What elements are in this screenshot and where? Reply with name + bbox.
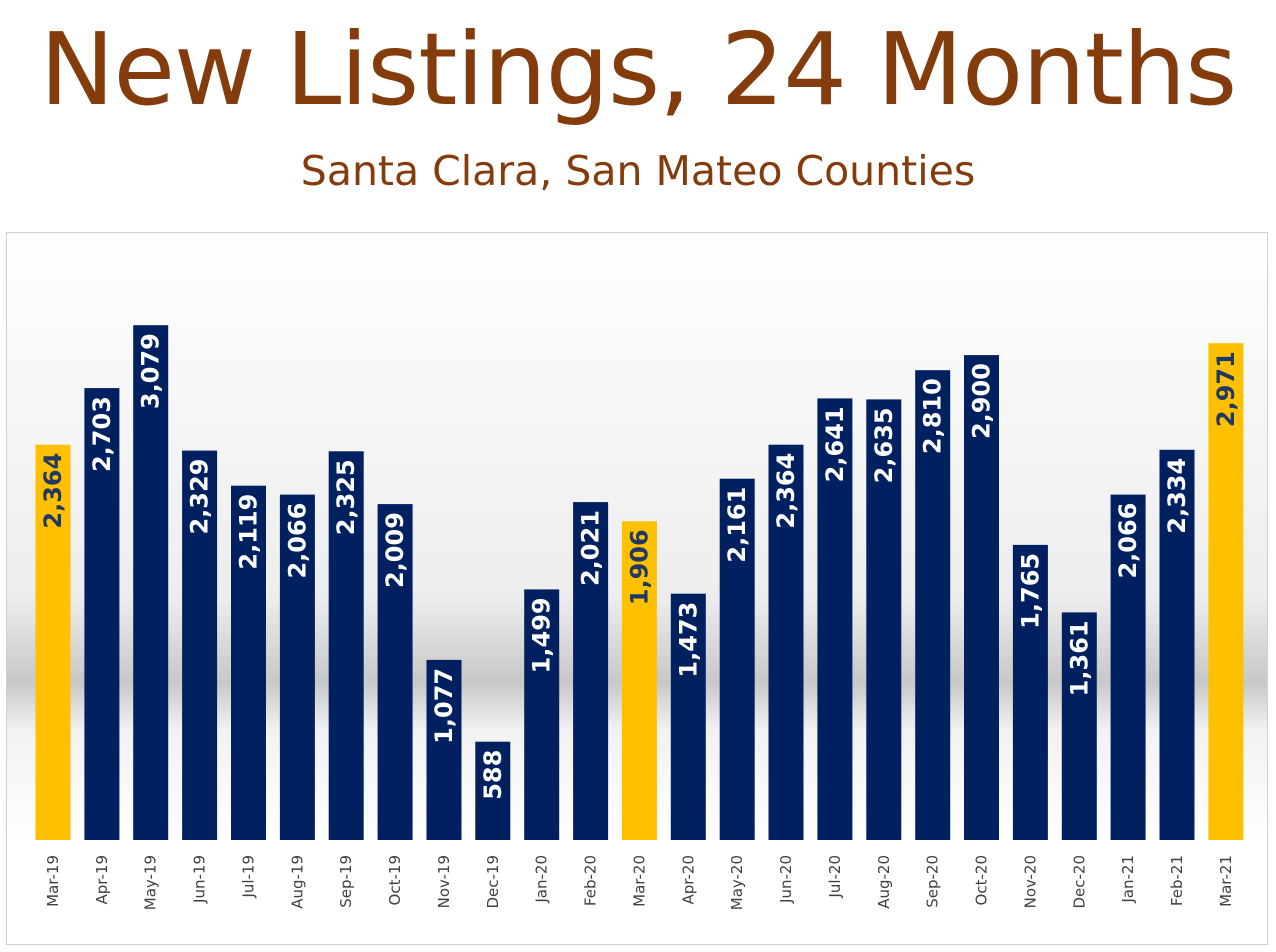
x-tick-label-jul-19: Jul-19 bbox=[240, 855, 258, 899]
x-tick-label-jun-20: Jun-20 bbox=[777, 855, 795, 904]
x-tick-label-mar-21: Mar-21 bbox=[1217, 855, 1235, 907]
x-tick-label-may-19: May-19 bbox=[142, 855, 160, 910]
bar-sep-20 bbox=[915, 370, 951, 840]
data-label-jul-19: 2,119 bbox=[235, 494, 263, 570]
bar-may-20 bbox=[719, 478, 755, 840]
bar-jun-19 bbox=[182, 450, 218, 840]
x-tick-label-jun-19: Jun-19 bbox=[191, 855, 209, 904]
data-label-oct-20: 2,900 bbox=[968, 363, 996, 439]
data-label-jan-20: 1,499 bbox=[528, 597, 556, 673]
data-label-nov-19: 1,077 bbox=[430, 668, 458, 744]
bar-jan-20 bbox=[524, 589, 560, 840]
bar-mar-20 bbox=[621, 521, 657, 840]
x-tick-label-mar-19: Mar-19 bbox=[44, 855, 62, 907]
data-label-jan-21: 2,066 bbox=[1114, 503, 1142, 579]
data-label-apr-20: 1,473 bbox=[674, 602, 702, 678]
data-label-apr-19: 2,703 bbox=[88, 396, 116, 472]
data-label-dec-19: 588 bbox=[479, 750, 507, 800]
chart-subtitle: Santa Clara, San Mateo Counties bbox=[300, 147, 976, 195]
bar-sep-19 bbox=[328, 451, 364, 840]
bar-feb-20 bbox=[573, 502, 609, 840]
x-tick-label-mar-20: Mar-20 bbox=[630, 855, 648, 907]
chart-title: New Listings, 24 Months bbox=[39, 11, 1238, 128]
x-tick-label-apr-19: Apr-19 bbox=[93, 855, 111, 905]
bar-dec-20 bbox=[1061, 612, 1097, 840]
data-label-may-19: 3,079 bbox=[137, 333, 165, 409]
bar-apr-19 bbox=[84, 388, 120, 840]
data-label-mar-21: 2,971 bbox=[1212, 351, 1240, 427]
x-tick-label-nov-19: Nov-19 bbox=[435, 855, 453, 908]
bar-nov-20 bbox=[1012, 544, 1048, 840]
bar-feb-21 bbox=[1159, 449, 1195, 840]
data-label-nov-20: 1,765 bbox=[1016, 553, 1044, 629]
x-tick-label-apr-20: Apr-20 bbox=[679, 855, 697, 905]
data-label-sep-19: 2,325 bbox=[332, 459, 360, 535]
bar-mar-19 bbox=[35, 444, 71, 840]
x-tick-label-jan-21: Jan-21 bbox=[1119, 855, 1137, 904]
bar-aug-19 bbox=[279, 494, 315, 840]
data-label-mar-19: 2,364 bbox=[39, 453, 67, 529]
x-tick-label-jul-20: Jul-20 bbox=[826, 855, 844, 899]
data-label-jun-19: 2,329 bbox=[186, 459, 214, 535]
bar-apr-20 bbox=[670, 593, 706, 840]
bar-oct-20 bbox=[964, 355, 999, 840]
data-label-jul-20: 2,641 bbox=[821, 406, 849, 482]
data-label-may-20: 2,161 bbox=[723, 487, 751, 563]
x-tick-label-jan-20: Jan-20 bbox=[533, 855, 551, 904]
data-label-feb-21: 2,334 bbox=[1163, 458, 1191, 534]
bar-jul-20 bbox=[817, 398, 853, 840]
x-tick-label-feb-20: Feb-20 bbox=[582, 855, 600, 906]
data-label-aug-19: 2,066 bbox=[283, 503, 311, 579]
x-tick-label-may-20: May-20 bbox=[728, 855, 746, 910]
x-tick-label-aug-20: Aug-20 bbox=[875, 855, 893, 909]
x-tick-label-sep-19: Sep-19 bbox=[337, 855, 355, 908]
x-tick-label-oct-20: Oct-20 bbox=[973, 855, 991, 905]
x-tick-label-sep-20: Sep-20 bbox=[924, 855, 942, 908]
bar-chart: 2,364 2,703 3,079 2,329 2,119 2,066 2,325 2,009… bbox=[7, 233, 1267, 910]
bar-jan-21 bbox=[1110, 494, 1146, 840]
x-tick-label-oct-19: Oct-19 bbox=[386, 855, 404, 905]
bar-dec-19 bbox=[475, 741, 511, 840]
data-label-oct-19: 2,009 bbox=[381, 512, 409, 588]
bar-nov-19 bbox=[426, 659, 462, 840]
bar-mar-21 bbox=[1208, 343, 1244, 840]
x-tick-label-aug-19: Aug-19 bbox=[288, 855, 306, 909]
chart-area: 2,364 2,703 3,079 2,329 2,119 2,066 2,325 2,009… bbox=[6, 232, 1268, 945]
x-tick-label-dec-20: Dec-20 bbox=[1070, 855, 1088, 909]
bar-aug-20 bbox=[866, 399, 902, 840]
x-tick-label-feb-21: Feb-21 bbox=[1168, 855, 1186, 906]
data-label-sep-20: 2,810 bbox=[919, 378, 947, 454]
data-label-feb-20: 2,021 bbox=[577, 510, 605, 586]
x-tick-label-dec-19: Dec-19 bbox=[484, 855, 502, 909]
bar-oct-19 bbox=[377, 504, 413, 840]
data-label-jun-20: 2,364 bbox=[772, 453, 800, 529]
data-label-mar-20: 1,906 bbox=[625, 529, 653, 605]
x-tick-label-nov-20: Nov-20 bbox=[1021, 855, 1039, 908]
data-label-aug-20: 2,635 bbox=[870, 407, 898, 483]
bar-may-19 bbox=[133, 325, 169, 840]
data-label-dec-20: 1,361 bbox=[1065, 620, 1093, 696]
bar-jun-20 bbox=[768, 444, 804, 840]
bar-jul-19 bbox=[231, 485, 266, 840]
